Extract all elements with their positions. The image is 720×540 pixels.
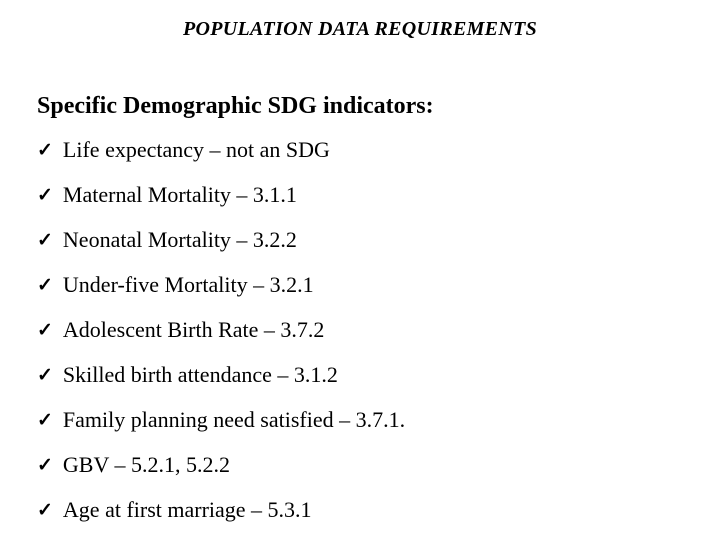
checkmark-icon: ✓	[37, 410, 53, 431]
list-item-text: Adolescent Birth Rate – 3.7.2	[62, 317, 325, 342]
list-item: ✓ Skilled birth attendance – 3.1.2	[37, 361, 704, 391]
list-item-text: Skilled birth attendance – 3.1.2	[62, 362, 338, 387]
checkmark-icon: ✓	[37, 500, 53, 521]
list-item: ✓ Age at first marriage – 5.3.1	[37, 496, 704, 526]
checkmark-icon: ✓	[37, 185, 53, 206]
checkmark-icon: ✓	[37, 455, 53, 476]
list-item-text: Under-five Mortality – 3.2.1	[62, 272, 314, 297]
list-item: ✓ Family planning need satisfied – 3.7.1…	[37, 406, 704, 436]
list-item-text: Maternal Mortality – 3.1.1	[62, 182, 297, 207]
list-item-text: Neonatal Mortality – 3.2.2	[62, 227, 297, 252]
list-item: ✓ Adolescent Birth Rate – 3.7.2	[37, 316, 704, 346]
list-item: ✓ Maternal Mortality – 3.1.1	[37, 181, 704, 211]
list-item: ✓ Under-five Mortality – 3.2.1	[37, 271, 704, 301]
checkmark-icon: ✓	[37, 320, 53, 341]
list-item: ✓ GBV – 5.2.1, 5.2.2	[37, 451, 704, 481]
checkmark-icon: ✓	[37, 365, 53, 386]
indicator-list: ✓ Life expectancy – not an SDG ✓ Materna…	[37, 136, 704, 526]
checkmark-icon: ✓	[37, 275, 53, 296]
checkmark-icon: ✓	[37, 230, 53, 251]
content-heading: Specific Demographic SDG indicators:	[37, 93, 434, 119]
checkmark-icon: ✓	[37, 140, 53, 161]
list-item: ✓ Neonatal Mortality – 3.2.2	[37, 226, 704, 256]
list-item-text: Family planning need satisfied – 3.7.1.	[62, 407, 406, 432]
list-item-text: Life expectancy – not an SDG	[62, 137, 330, 162]
list-item-text: Age at first marriage – 5.3.1	[62, 497, 312, 522]
list-item: ✓ Life expectancy – not an SDG	[37, 136, 704, 166]
list-item-text: GBV – 5.2.1, 5.2.2	[62, 452, 230, 477]
slide-content: Specific Demographic SDG indicators: ✓ L…	[37, 92, 704, 540]
slide-title: POPULATION DATA REQUIREMENTS	[182, 18, 538, 40]
